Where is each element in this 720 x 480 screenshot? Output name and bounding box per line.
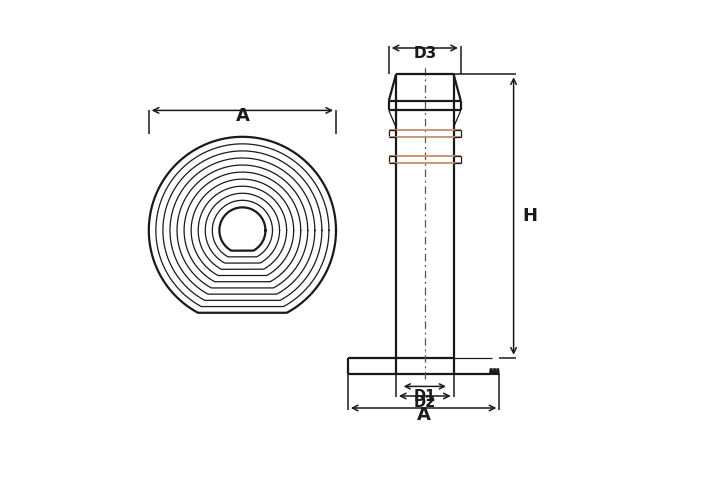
Text: A: A [235, 107, 249, 124]
Text: D2: D2 [414, 395, 436, 409]
Text: H: H [522, 207, 537, 225]
Text: D1: D1 [413, 389, 436, 404]
Text: D3: D3 [413, 46, 436, 60]
Text: A: A [417, 406, 431, 423]
